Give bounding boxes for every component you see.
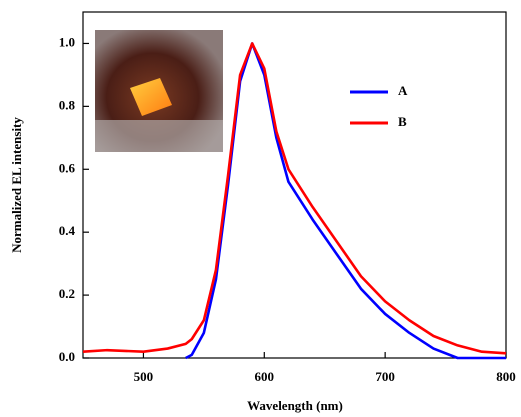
x-tick-label: 800 [496,369,516,384]
y-tick-label: 0.2 [59,286,75,301]
y-tick-label: 0.8 [59,97,76,112]
legend-label: A [398,83,408,98]
line-series [82,42,507,355]
plot-frame [82,11,507,359]
x-axis-title: Wavelength (nm) [247,398,343,413]
y-tick-label: 0.0 [59,349,75,364]
inset-photo [95,30,223,152]
x-tick-label: 600 [255,369,275,384]
x-tick-label: 500 [134,369,154,384]
legend-label: B [398,114,407,129]
y-tick-label: 1.0 [59,34,75,49]
y-tick-label: 0.4 [59,223,76,238]
y-axis-title: Normalized EL intensity [9,117,24,253]
line-series [185,42,506,360]
y-tick-label: 0.6 [59,160,76,175]
x-tick-label: 700 [375,369,395,384]
